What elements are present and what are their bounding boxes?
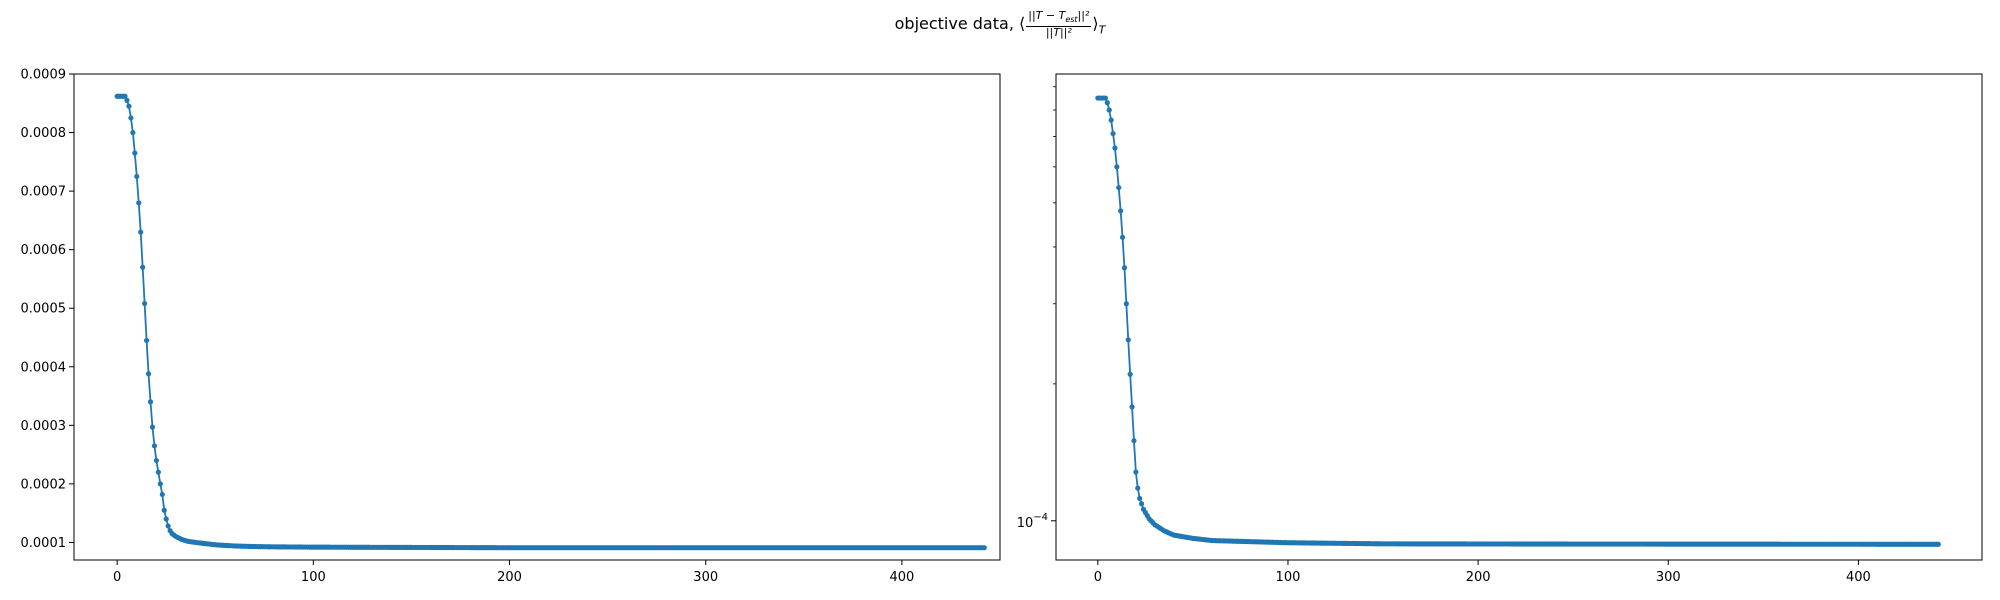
data-point [1135,485,1141,491]
figure-title-open-bracket: ⟨ [1019,14,1026,34]
axes-frame [1055,73,1983,561]
data-point [147,399,154,405]
series-line [1097,97,1939,546]
x-tick-label: 200 [1466,570,1491,585]
data-point [165,523,171,529]
data-point [134,173,140,180]
data-point [153,457,159,464]
data-point [1123,301,1129,307]
data-point [1110,130,1116,137]
y-tick-label: 0.0008 [21,126,67,141]
y-tick-label: 0.0009 [21,68,67,83]
data-point [1121,265,1128,271]
data-point [1108,117,1114,123]
data-point [1119,234,1126,240]
figure-title-close-sub: T [1098,23,1106,37]
y-tick-label-base: 10 [1017,516,1034,531]
data-point [1129,404,1135,410]
data-point [149,424,156,430]
data-point [1116,185,1122,191]
series-line [117,95,985,549]
data-point [122,93,128,99]
data-point [132,150,138,156]
figure-title: objective data, ⟨ ||T − Test||² ||T||² ⟩T [0,10,2000,39]
data-point [126,103,132,109]
data-point [1112,145,1118,151]
data-point [143,337,150,344]
data-point [1133,469,1139,475]
linear-scale-panel: 0 100 200 300 400 0.0001 0.0002 0.0003 0.0004 0.0… [21,68,1001,585]
y-tick-label: 0.0004 [21,360,67,375]
figure-title-text: objective data, [894,14,1014,34]
y-tick-label: 0.0003 [21,419,67,434]
data-point [981,545,987,551]
y-tick-label: 0.0007 [21,185,67,200]
x-tick-label: 0 [113,570,121,585]
data-point [1125,337,1131,343]
figure-title-fraction: ||T − Test||² ||T||² [1026,9,1092,40]
data-point [128,115,134,121]
figure-title-numerator: ||T − Test||² [1026,9,1092,28]
data-point [130,129,136,136]
data-point [1114,164,1120,170]
x-tick-label: 300 [1656,570,1681,585]
data-point [1935,541,1941,547]
y-tick-label: 0.0001 [21,536,67,551]
data-point [1102,95,1109,101]
y-tick-label: 0.0005 [21,302,67,317]
data-point [142,300,148,307]
data-point [138,229,144,235]
data-point [140,264,146,270]
data-point [157,481,163,487]
y-tick-label: 10−4 [1017,512,1048,531]
figure-title-numerator-main: ||T − T [1028,9,1066,22]
x-tick-label: 0 [1094,570,1102,585]
y-tick-label: 0.0006 [21,243,67,258]
data-point [1138,501,1145,507]
figure-title-close-bracket: ⟩ [1092,14,1099,34]
data-point [155,469,161,475]
data-point [161,507,167,513]
figure-title-numerator-tail: ||² [1077,9,1090,22]
data-point [1118,208,1124,214]
data-point [151,443,158,449]
x-tick-label: 400 [1846,570,1871,585]
x-tick-label: 300 [693,570,718,585]
data-point [124,97,130,103]
data-point [136,200,142,206]
data-point [163,516,169,522]
series-markers [1095,95,1941,547]
figure-title-numerator-sub: est [1065,15,1078,25]
x-tick-label: 100 [1276,570,1301,585]
figure-title-denominator: ||T||² [1045,26,1072,40]
y-tick-label: 0.0002 [21,477,67,492]
x-tick-label: 200 [497,570,522,585]
y-tick-label-exponent: −4 [1033,512,1048,523]
data-point [159,491,165,498]
x-tick-label: 100 [301,570,326,585]
data-point [1131,438,1137,444]
data-point [1106,107,1112,113]
log-scale-panel: 0 100 200 300 400 10−4 [1017,73,1983,585]
data-point [1127,371,1133,377]
axes-frame [73,73,1001,561]
series-markers [114,93,987,551]
data-point [1104,100,1110,106]
data-point [145,371,152,377]
data-point [1137,495,1143,502]
x-tick-label: 400 [889,570,914,585]
